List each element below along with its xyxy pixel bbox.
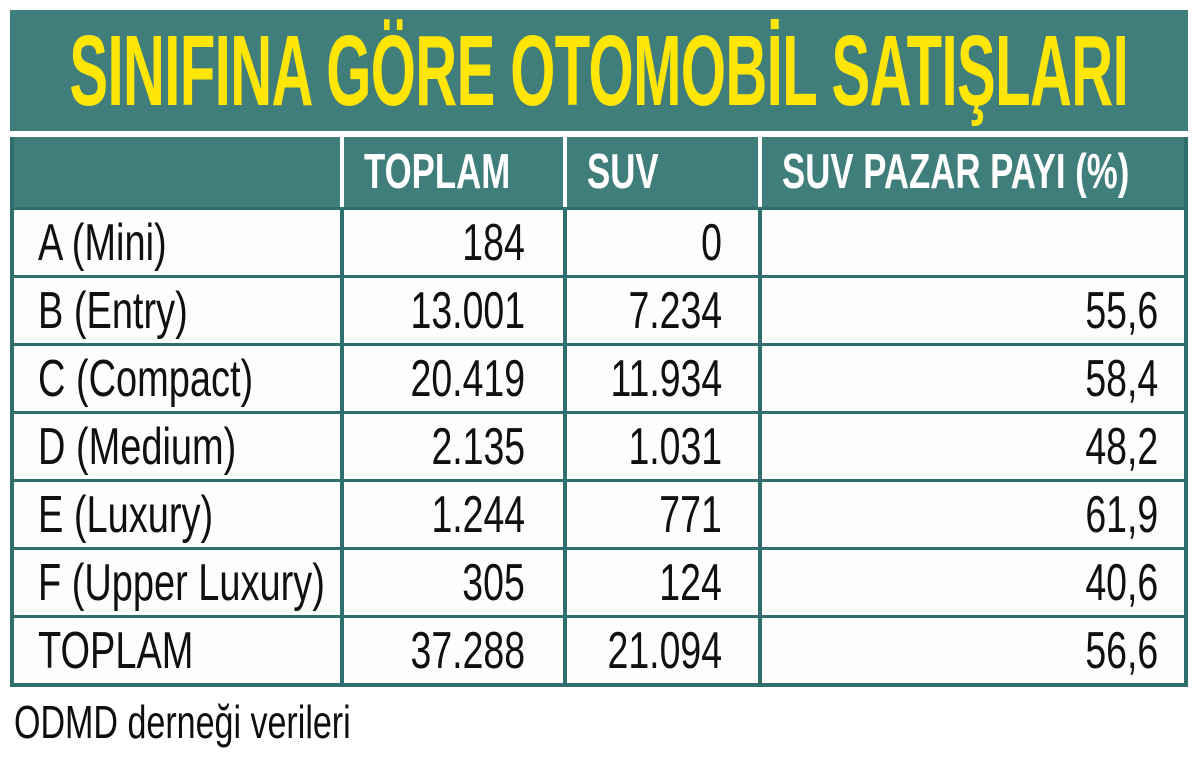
- chart-title-band: SINIFINA GÖRE OTOMOBİL SATIŞLARI: [10, 10, 1188, 131]
- row-label: F (Upper Luxury): [38, 553, 325, 612]
- suv-cell: 1.031: [563, 414, 758, 479]
- table-header-row: TOPLAM SUV SUV PAZAR PAYI (%): [14, 137, 1184, 207]
- title-divider: [10, 131, 1188, 137]
- infographic: SINIFINA GÖRE OTOMOBİL SATIŞLARI TOPLAM …: [10, 10, 1188, 748]
- market-share-value: 56,6: [1085, 621, 1158, 680]
- source-note: ODMD derneği verileri: [14, 697, 1188, 748]
- column-header-suv: SUV: [563, 137, 758, 207]
- toplam-cell: 13.001: [340, 278, 563, 343]
- toplam-cell: 20.419: [340, 346, 563, 411]
- toplam-value: 13.001: [410, 281, 525, 340]
- row-label: D (Medium): [38, 417, 237, 476]
- market-share-cell: 55,6: [758, 278, 1184, 343]
- row-label-cell: E (Luxury): [14, 482, 340, 547]
- table-row-e-luxury: E (Luxury) 1.244 771 61,9: [14, 479, 1184, 547]
- column-header-segment: [14, 137, 340, 207]
- row-label: E (Luxury): [38, 485, 214, 544]
- suv-cell: 0: [563, 210, 758, 275]
- toplam-cell: 2.135: [340, 414, 563, 479]
- market-share-value: 40,6: [1085, 553, 1158, 612]
- row-label-cell: B (Entry): [14, 278, 340, 343]
- market-share-cell: 58,4: [758, 346, 1184, 411]
- toplam-value: 305: [462, 553, 525, 612]
- column-header-suv-label: SUV: [587, 144, 659, 199]
- toplam-cell: 1.244: [340, 482, 563, 547]
- market-share-value: 61,9: [1085, 485, 1158, 544]
- suv-value: 7.234: [628, 281, 722, 340]
- suv-value: 11.934: [610, 349, 722, 408]
- toplam-value: 37.288: [410, 621, 525, 680]
- row-label: B (Entry): [38, 281, 188, 340]
- suv-value: 771: [659, 485, 722, 544]
- toplam-cell: 305: [340, 550, 563, 615]
- toplam-value: 2.135: [431, 417, 525, 476]
- column-header-toplam: TOPLAM: [340, 137, 563, 207]
- market-share-value: 55,6: [1085, 281, 1158, 340]
- row-label-cell: D (Medium): [14, 414, 340, 479]
- column-header-toplam-label: TOPLAM: [364, 144, 511, 199]
- column-header-market-share: SUV PAZAR PAYI (%): [758, 137, 1184, 207]
- market-share-value: 48,2: [1085, 417, 1158, 476]
- suv-cell: 21.094: [563, 618, 758, 683]
- table-row-f-upper-luxury: F (Upper Luxury) 305 124 40,6: [14, 547, 1184, 615]
- row-label: C (Compact): [38, 349, 254, 408]
- table-row-c-compact: C (Compact) 20.419 11.934 58,4: [14, 343, 1184, 411]
- source-note-text: ODMD derneği verileri: [14, 696, 351, 748]
- row-label-cell: F (Upper Luxury): [14, 550, 340, 615]
- row-label-cell: C (Compact): [14, 346, 340, 411]
- market-share-cell: 61,9: [758, 482, 1184, 547]
- toplam-value: 20.419: [410, 349, 525, 408]
- suv-value: 124: [659, 553, 722, 612]
- suv-value: 0: [701, 213, 722, 272]
- suv-value: 1.031: [628, 417, 722, 476]
- table-row-b-entry: B (Entry) 13.001 7.234 55,6: [14, 275, 1184, 343]
- table-row-d-medium: D (Medium) 2.135 1.031 48,2: [14, 411, 1184, 479]
- market-share-cell: [758, 210, 1184, 275]
- row-label-cell: A (Mini): [14, 210, 340, 275]
- suv-value: 21.094: [607, 621, 722, 680]
- column-header-market-share-label: SUV PAZAR PAYI (%): [782, 144, 1130, 199]
- suv-cell: 7.234: [563, 278, 758, 343]
- suv-cell: 124: [563, 550, 758, 615]
- table-row-a-mini: A (Mini) 184 0: [14, 207, 1184, 275]
- chart-title: SINIFINA GÖRE OTOMOBİL SATIŞLARI: [69, 14, 1129, 127]
- suv-cell: 11.934: [563, 346, 758, 411]
- market-share-cell: 48,2: [758, 414, 1184, 479]
- row-label: A (Mini): [38, 213, 167, 272]
- row-label-cell: TOPLAM: [14, 618, 340, 683]
- row-label: TOPLAM: [38, 621, 194, 680]
- sales-table: TOPLAM SUV SUV PAZAR PAYI (%) A (Mini) 1…: [10, 137, 1188, 687]
- toplam-cell: 184: [340, 210, 563, 275]
- toplam-cell: 37.288: [340, 618, 563, 683]
- suv-cell: 771: [563, 482, 758, 547]
- market-share-value: 58,4: [1085, 349, 1158, 408]
- toplam-value: 1.244: [431, 485, 525, 544]
- market-share-cell: 40,6: [758, 550, 1184, 615]
- table-row-total: TOPLAM 37.288 21.094 56,6: [14, 615, 1184, 683]
- toplam-value: 184: [462, 213, 525, 272]
- market-share-cell: 56,6: [758, 618, 1184, 683]
